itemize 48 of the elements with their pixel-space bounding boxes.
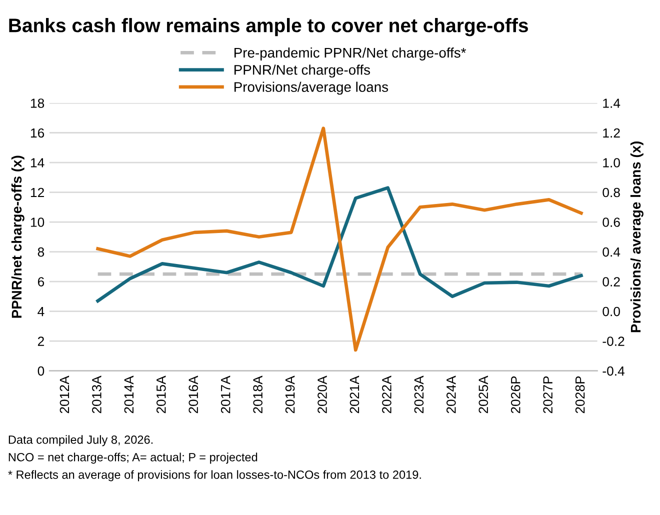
y2-tick-label: 0.6	[602, 218, 620, 227]
y-axis-title: PPNR/net charge-offs (x)	[11, 156, 24, 318]
y2-tick-label: 0.0	[602, 306, 620, 316]
y2-axis-title: Provisions/ average loans (x)	[630, 141, 644, 332]
y2-tick-label: -0.4	[602, 366, 625, 376]
y-tick-label: 14	[30, 158, 44, 168]
line-series	[96, 186, 583, 303]
y2-tick-label: 0.4	[602, 247, 620, 257]
y2-tick-label: 1.0	[603, 158, 620, 168]
y-tick-label: 8	[38, 247, 44, 257]
legend-label: PPNR/Net charge-offs	[234, 64, 370, 78]
y2-tick-label: 1.4	[603, 98, 620, 108]
legend-label: Pre-pandemic PPNR/Net charge-offs*	[234, 47, 466, 60]
y-tick-label: 0	[38, 366, 44, 376]
x-tick-label: 2021A	[350, 376, 360, 414]
text: * Reflects an average of provisions for loan losses-to-NCOs from 2013 to 2019.	[8, 470, 421, 482]
y2-tick-label: 0.2	[602, 277, 620, 286]
x-tick-label: 2012A	[60, 376, 70, 414]
text: NCO = net charge-offs; A= actual; P = projected	[8, 452, 258, 464]
y2-tick-label: 0.8	[602, 188, 620, 198]
x-tick-label: 2014A	[124, 376, 134, 414]
x-tick-label: 2023A	[414, 376, 424, 414]
x-tick-label: 2026P	[510, 376, 520, 414]
x-tick-label: 2027P	[543, 376, 553, 414]
chart-title: Banks cash flow remains ample to cover net charge-offs	[9, 18, 528, 36]
x-tick-label: 2017A	[220, 376, 230, 414]
x-tick-label: 2020A	[318, 376, 327, 414]
x-tick-label: 2013A	[92, 376, 102, 414]
y-tick-label: 12	[30, 188, 44, 198]
y2-tick-label: 1.2	[603, 128, 620, 138]
y-tick-label: 6	[38, 277, 44, 286]
y-tick-label: 4	[38, 306, 44, 316]
x-tick-label: 2018A	[253, 376, 262, 414]
x-tick-label: 2015A	[156, 376, 166, 414]
line-series	[96, 126, 583, 352]
x-tick-label: 2016A	[188, 376, 198, 414]
y-tick-label: 16	[30, 128, 44, 138]
y2-tick-label: -0.2	[602, 336, 624, 346]
x-tick-label: 2025A	[478, 376, 488, 414]
y-tick-label: 2	[38, 336, 44, 346]
y-tick-label: 18	[30, 98, 44, 108]
x-tick-label: 2028P	[575, 376, 585, 414]
legend-label: Provisions/average loans	[234, 82, 388, 95]
y-tick-label: 10	[30, 218, 44, 227]
x-tick-label: 2024A	[446, 376, 456, 414]
text: Data compiled July 8, 2026.	[8, 435, 153, 446]
x-tick-label: 2019A	[285, 376, 295, 414]
x-tick-label: 2022A	[382, 376, 392, 414]
